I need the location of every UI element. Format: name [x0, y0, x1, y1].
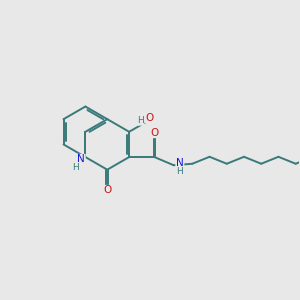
- Text: H: H: [72, 163, 79, 172]
- Text: N: N: [77, 154, 85, 164]
- Text: O: O: [150, 128, 158, 137]
- Text: H: H: [176, 167, 183, 176]
- Text: H: H: [137, 116, 144, 125]
- Text: O: O: [103, 185, 111, 196]
- Text: N: N: [176, 158, 184, 168]
- Text: O: O: [145, 113, 153, 123]
